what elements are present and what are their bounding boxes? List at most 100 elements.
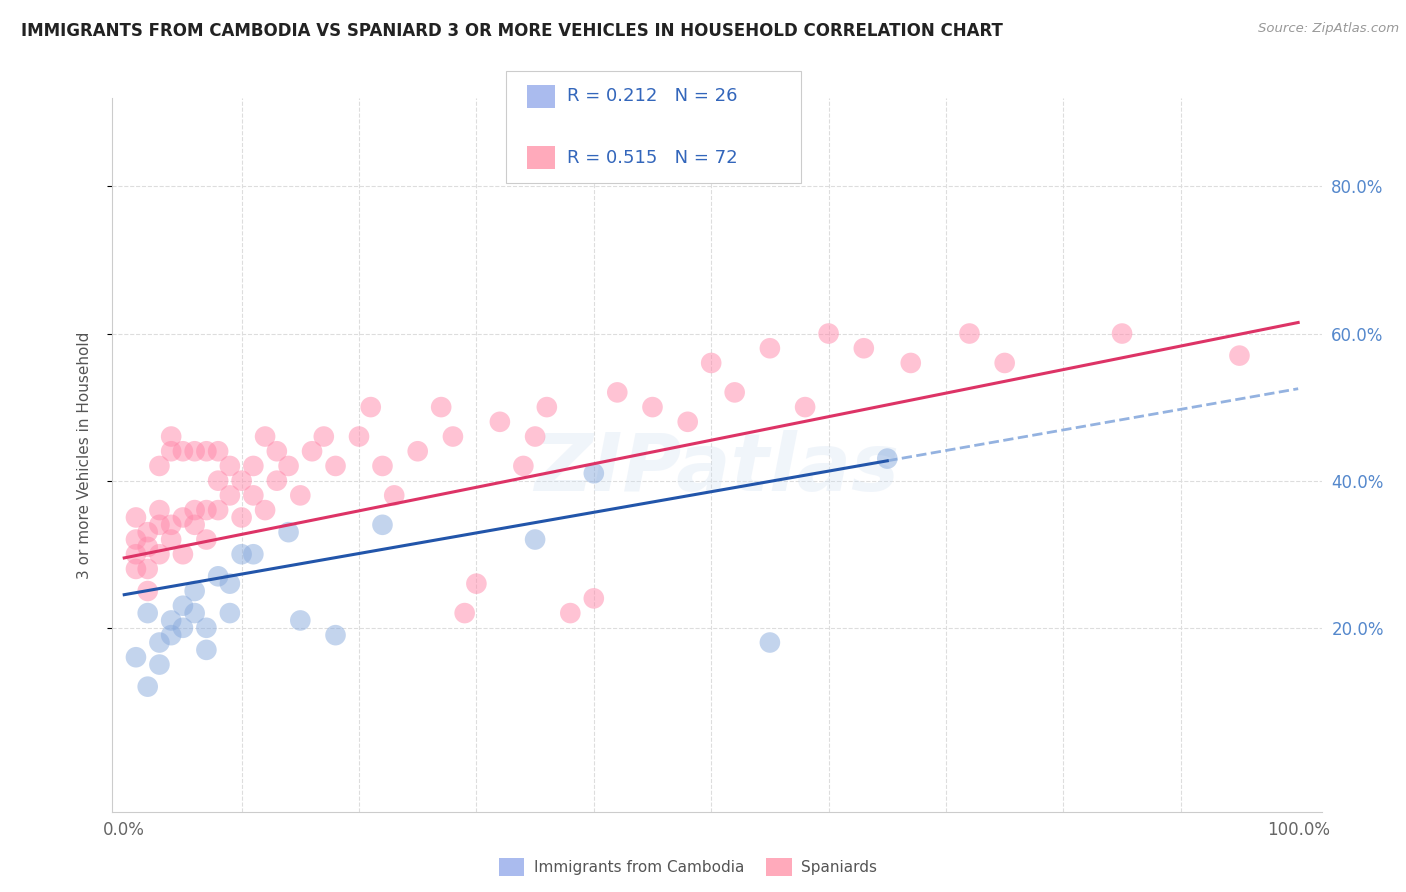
Point xyxy=(172,444,194,458)
Point xyxy=(125,510,148,524)
Point xyxy=(148,458,170,473)
Point xyxy=(676,415,699,429)
Point xyxy=(382,488,405,502)
Point xyxy=(759,341,782,355)
Point xyxy=(218,606,240,620)
Point xyxy=(160,429,183,443)
Point xyxy=(195,621,218,635)
Point xyxy=(759,635,782,649)
Point xyxy=(160,533,183,547)
Point xyxy=(512,458,534,473)
Point xyxy=(183,503,205,517)
Point xyxy=(218,488,240,502)
Point xyxy=(125,547,148,561)
Point xyxy=(582,467,605,481)
Point xyxy=(852,341,875,355)
Point xyxy=(254,503,277,517)
Point xyxy=(406,444,429,458)
Point xyxy=(160,614,183,628)
Point xyxy=(360,400,382,414)
Point xyxy=(195,444,218,458)
Point xyxy=(606,385,628,400)
Point xyxy=(242,547,264,561)
Point xyxy=(242,458,264,473)
Point xyxy=(536,400,558,414)
Point xyxy=(347,429,370,443)
Point xyxy=(160,444,183,458)
Point xyxy=(183,584,205,599)
Point xyxy=(207,503,229,517)
Point xyxy=(148,657,170,672)
Point xyxy=(465,576,488,591)
Point xyxy=(125,533,148,547)
Point xyxy=(172,599,194,613)
Point xyxy=(700,356,723,370)
Point xyxy=(641,400,664,414)
Point xyxy=(195,533,218,547)
Point xyxy=(524,533,547,547)
Point xyxy=(136,606,159,620)
Text: Immigrants from Cambodia: Immigrants from Cambodia xyxy=(534,860,745,874)
Point xyxy=(1229,349,1251,363)
Point xyxy=(959,326,981,341)
Point xyxy=(266,474,288,488)
Point xyxy=(254,429,277,443)
Point xyxy=(582,591,605,606)
Point xyxy=(430,400,453,414)
Point xyxy=(183,517,205,532)
Point xyxy=(207,444,229,458)
Point xyxy=(441,429,464,443)
Point xyxy=(489,415,512,429)
Text: R = 0.515   N = 72: R = 0.515 N = 72 xyxy=(567,149,737,167)
Point xyxy=(325,458,347,473)
Point xyxy=(136,540,159,554)
Point xyxy=(183,444,205,458)
Point xyxy=(1111,326,1133,341)
Point xyxy=(207,474,229,488)
Point xyxy=(148,635,170,649)
Point xyxy=(172,547,194,561)
Point xyxy=(148,547,170,561)
Point xyxy=(148,503,170,517)
Point xyxy=(148,517,170,532)
Y-axis label: 3 or more Vehicles in Household: 3 or more Vehicles in Household xyxy=(77,331,91,579)
Point xyxy=(207,569,229,583)
Point xyxy=(172,621,194,635)
Point xyxy=(371,458,394,473)
Point xyxy=(136,584,159,599)
Point xyxy=(371,517,394,532)
Point xyxy=(195,643,218,657)
Point xyxy=(301,444,323,458)
Point xyxy=(160,628,183,642)
Point xyxy=(136,562,159,576)
Point xyxy=(900,356,922,370)
Point xyxy=(277,525,299,540)
Point xyxy=(218,576,240,591)
Point xyxy=(231,510,253,524)
Text: Source: ZipAtlas.com: Source: ZipAtlas.com xyxy=(1258,22,1399,36)
Text: Spaniards: Spaniards xyxy=(801,860,877,874)
Point xyxy=(266,444,288,458)
Point xyxy=(290,488,312,502)
Point xyxy=(794,400,817,414)
Point xyxy=(560,606,582,620)
Point xyxy=(242,488,264,502)
Point xyxy=(994,356,1017,370)
Point xyxy=(160,517,183,532)
Point xyxy=(218,458,240,473)
Point xyxy=(125,562,148,576)
Point xyxy=(876,451,898,466)
Point xyxy=(290,614,312,628)
Point xyxy=(724,385,747,400)
Point xyxy=(183,606,205,620)
Point xyxy=(817,326,839,341)
Point xyxy=(312,429,335,443)
Point xyxy=(524,429,547,443)
Text: ZIPatlas: ZIPatlas xyxy=(534,430,900,508)
Point xyxy=(277,458,299,473)
Point xyxy=(195,503,218,517)
Text: R = 0.212   N = 26: R = 0.212 N = 26 xyxy=(567,87,737,105)
Text: IMMIGRANTS FROM CAMBODIA VS SPANIARD 3 OR MORE VEHICLES IN HOUSEHOLD CORRELATION: IMMIGRANTS FROM CAMBODIA VS SPANIARD 3 O… xyxy=(21,22,1002,40)
Point xyxy=(231,474,253,488)
Point xyxy=(325,628,347,642)
